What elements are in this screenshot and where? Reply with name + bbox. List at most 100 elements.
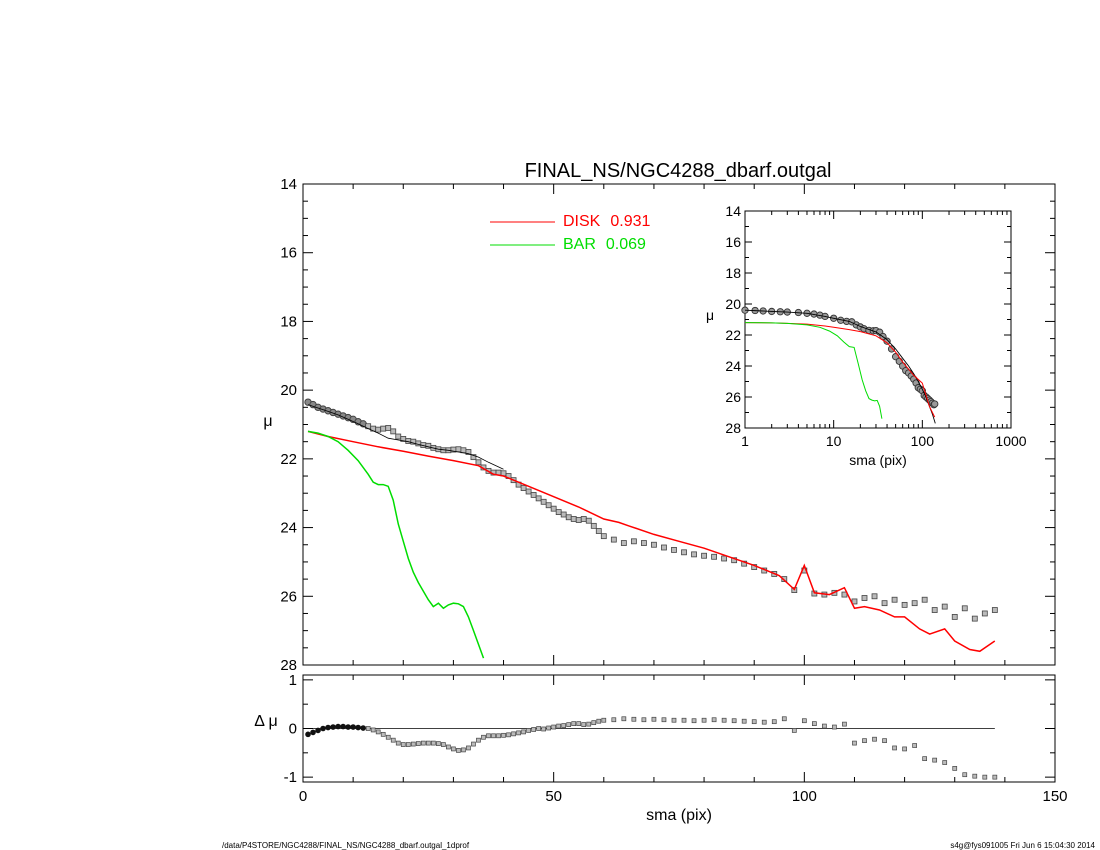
residual-y-axis-label: Δ μ — [254, 713, 277, 730]
legend: DISK 0.931 BAR 0.069 — [490, 213, 650, 253]
residual-point — [501, 732, 506, 738]
observed-point — [610, 536, 617, 543]
observed-point — [465, 449, 472, 455]
observed-point — [570, 516, 577, 522]
residual-point — [641, 717, 647, 723]
inset-total-model-line — [744, 309, 936, 424]
observed-point — [620, 540, 627, 546]
total-model-line — [307, 404, 504, 470]
residual-point — [511, 731, 516, 737]
observed-point — [921, 596, 928, 603]
bar-component-line — [307, 430, 485, 659]
observed-point — [781, 576, 788, 583]
residual-y-tick-label: -1 — [284, 769, 297, 786]
inset-y-tick-label: 24 — [725, 358, 741, 374]
observed-point — [731, 557, 738, 564]
residual-point — [400, 742, 406, 747]
residual-point — [370, 727, 376, 733]
inset-x-axis: 1 10 100 1000 — [741, 211, 1027, 449]
observed-point — [701, 552, 707, 559]
residual-point — [601, 717, 607, 723]
inset-x-axis-label: sma (pix) — [849, 452, 907, 468]
residual-point — [852, 740, 857, 746]
residual-point — [551, 724, 557, 730]
footer-left-path: /data/P4STORE/NGC4288/FINAL_NS/NGC4288_d… — [222, 841, 470, 850]
residual-point — [751, 719, 757, 725]
observed-point — [991, 607, 998, 613]
observed-point — [405, 438, 412, 444]
residual-point — [380, 731, 386, 737]
inset-y-tick-label: 14 — [725, 203, 741, 219]
residual-point — [531, 727, 536, 732]
observed-point — [585, 517, 592, 524]
residual-point — [536, 726, 541, 731]
inset-y-tick-label: 18 — [725, 265, 741, 281]
residual-point — [375, 729, 381, 735]
inset-y-axis: 14 16 18 20 22 24 26 28 — [725, 203, 1011, 436]
observed-point — [741, 560, 748, 567]
residual-point — [671, 717, 677, 723]
inset-plot-frame — [744, 210, 1012, 429]
inset-series — [741, 306, 939, 424]
main-x-ticks — [302, 184, 1056, 665]
observed-point — [881, 600, 888, 607]
residual-point — [711, 717, 717, 723]
residual-point — [335, 723, 341, 730]
inset-x-tick-label: 100 — [911, 433, 935, 449]
chart-title: FINAL_NS/NGC4288_dbarf.outgal — [525, 160, 832, 182]
residual-point — [872, 736, 877, 742]
main-series — [304, 398, 998, 659]
observed-point — [540, 498, 547, 505]
observed-point — [520, 485, 527, 491]
inset-x-tick-label: 1 — [741, 433, 749, 449]
residual-point — [651, 716, 657, 722]
residual-point — [395, 740, 401, 746]
residual-point — [320, 725, 326, 732]
observed-point — [595, 528, 602, 534]
residual-point — [315, 727, 321, 734]
residual-point — [661, 717, 667, 723]
residual-point — [791, 728, 797, 733]
residual-point — [390, 737, 396, 743]
observed-point — [550, 505, 557, 512]
residual-point — [556, 723, 562, 729]
residual-point — [345, 724, 351, 730]
residual-point — [912, 743, 917, 748]
residual-point — [596, 718, 602, 724]
footer-right-stamp: s4g@fys091005 Fri Jun 6 15:04:30 2014 — [950, 841, 1095, 850]
observed-point — [931, 607, 938, 613]
residual-point — [822, 723, 827, 729]
residual-point — [330, 724, 336, 730]
residual-point — [621, 716, 627, 722]
residual-point — [385, 734, 391, 740]
observed-point — [981, 610, 988, 617]
residual-panel: 10-1 0 50 100 150 Δ μ sma (pix) — [254, 672, 1067, 824]
residual-point — [681, 717, 687, 723]
observed-point — [390, 428, 397, 435]
residual-point — [591, 720, 597, 726]
observed-point — [380, 425, 387, 432]
residual-point — [415, 741, 421, 746]
residual-point — [456, 748, 461, 753]
residual-point — [325, 724, 331, 731]
observed-point — [375, 426, 382, 433]
residual-point — [721, 717, 727, 723]
main-y-tick-label: 28 — [280, 657, 297, 674]
residual-point — [430, 740, 436, 746]
observed-point — [961, 605, 968, 612]
observed-point — [460, 447, 467, 454]
main-panel: 14 16 18 20 22 24 26 28 μ DISK 0.931 BAR 0.069 — [263, 176, 1056, 674]
residual-point — [491, 733, 496, 739]
residual-point — [355, 724, 361, 731]
inset-x-tick-label: 10 — [826, 433, 842, 449]
observed-point — [555, 509, 562, 516]
observed-point — [941, 603, 948, 610]
observed-point — [395, 433, 402, 440]
observed-point — [971, 615, 978, 622]
residual-point — [576, 721, 582, 726]
main-y-tick-label: 24 — [280, 520, 297, 537]
residual-y-tick-label: 0 — [289, 721, 297, 738]
residual-point — [486, 733, 491, 739]
residual-point — [761, 719, 767, 725]
